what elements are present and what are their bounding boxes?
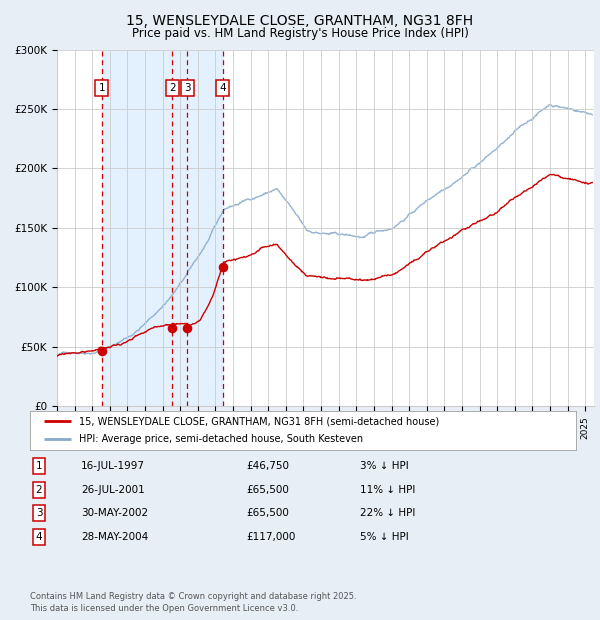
Point [97, 345, 107, 355]
Text: 15, WENSLEYDALE CLOSE, GRANTHAM, NG31 8FH (semi-detached house): 15, WENSLEYDALE CLOSE, GRANTHAM, NG31 8F… [79, 417, 439, 427]
Text: 2: 2 [169, 82, 176, 92]
Text: 3: 3 [184, 82, 191, 92]
Text: HPI: Average price, semi-detached house, South Kesteven: HPI: Average price, semi-detached house,… [79, 434, 363, 444]
Text: 3% ↓ HPI: 3% ↓ HPI [360, 461, 409, 471]
Text: This data is licensed under the Open Government Licence v3.0.: This data is licensed under the Open Gov… [30, 603, 298, 613]
Text: 15, WENSLEYDALE CLOSE, GRANTHAM, NG31 8FH: 15, WENSLEYDALE CLOSE, GRANTHAM, NG31 8F… [127, 14, 473, 28]
Text: £65,500: £65,500 [246, 508, 289, 518]
Text: 28-MAY-2004: 28-MAY-2004 [81, 532, 148, 542]
Text: Contains HM Land Registry data © Crown copyright and database right 2025.: Contains HM Land Registry data © Crown c… [30, 592, 356, 601]
Text: 2: 2 [35, 485, 43, 495]
Text: 30-MAY-2002: 30-MAY-2002 [81, 508, 148, 518]
Text: 1: 1 [98, 82, 105, 92]
Text: Price paid vs. HM Land Registry's House Price Index (HPI): Price paid vs. HM Land Registry's House … [131, 27, 469, 40]
Text: 3: 3 [35, 508, 43, 518]
Text: 11% ↓ HPI: 11% ↓ HPI [360, 485, 415, 495]
Point [218, 262, 227, 272]
Text: £65,500: £65,500 [246, 485, 289, 495]
Text: 4: 4 [219, 82, 226, 92]
Point [167, 323, 177, 333]
Text: 22% ↓ HPI: 22% ↓ HPI [360, 508, 415, 518]
Text: £46,750: £46,750 [246, 461, 289, 471]
Text: £117,000: £117,000 [246, 532, 295, 542]
Text: 5% ↓ HPI: 5% ↓ HPI [360, 532, 409, 542]
Text: 1: 1 [35, 461, 43, 471]
Point [182, 323, 192, 333]
Bar [102, 50, 223, 406]
Text: 16-JUL-1997: 16-JUL-1997 [81, 461, 145, 471]
Text: 26-JUL-2001: 26-JUL-2001 [81, 485, 145, 495]
Text: 4: 4 [35, 532, 43, 542]
